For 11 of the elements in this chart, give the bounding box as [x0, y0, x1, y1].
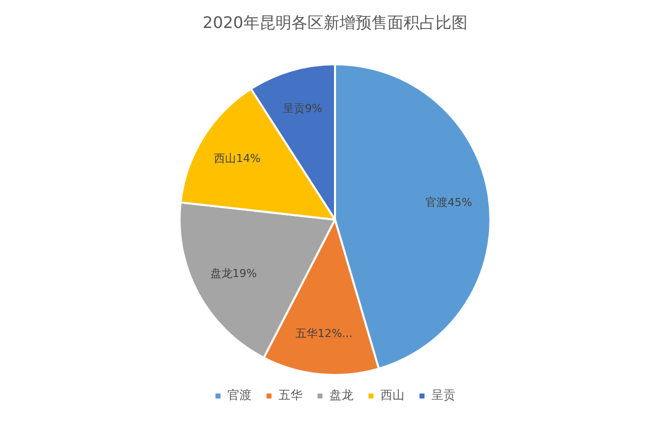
legend-label: 西山: [380, 388, 404, 402]
data-label: 官渡45%: [426, 196, 472, 210]
data-label: 五华12%...: [296, 326, 353, 340]
legend-label: 呈贡: [432, 388, 456, 402]
legend-label: 五华: [278, 388, 302, 402]
data-label: 西山14%: [214, 152, 261, 165]
chart-title: 2020年昆明各区新增预售面积占比图: [202, 12, 468, 32]
data-label: 盘龙19%: [210, 266, 257, 280]
data-label: 呈贡9%: [282, 102, 322, 116]
legend-label: 盘龙: [330, 388, 354, 402]
legend-label: 官渡: [228, 388, 252, 402]
